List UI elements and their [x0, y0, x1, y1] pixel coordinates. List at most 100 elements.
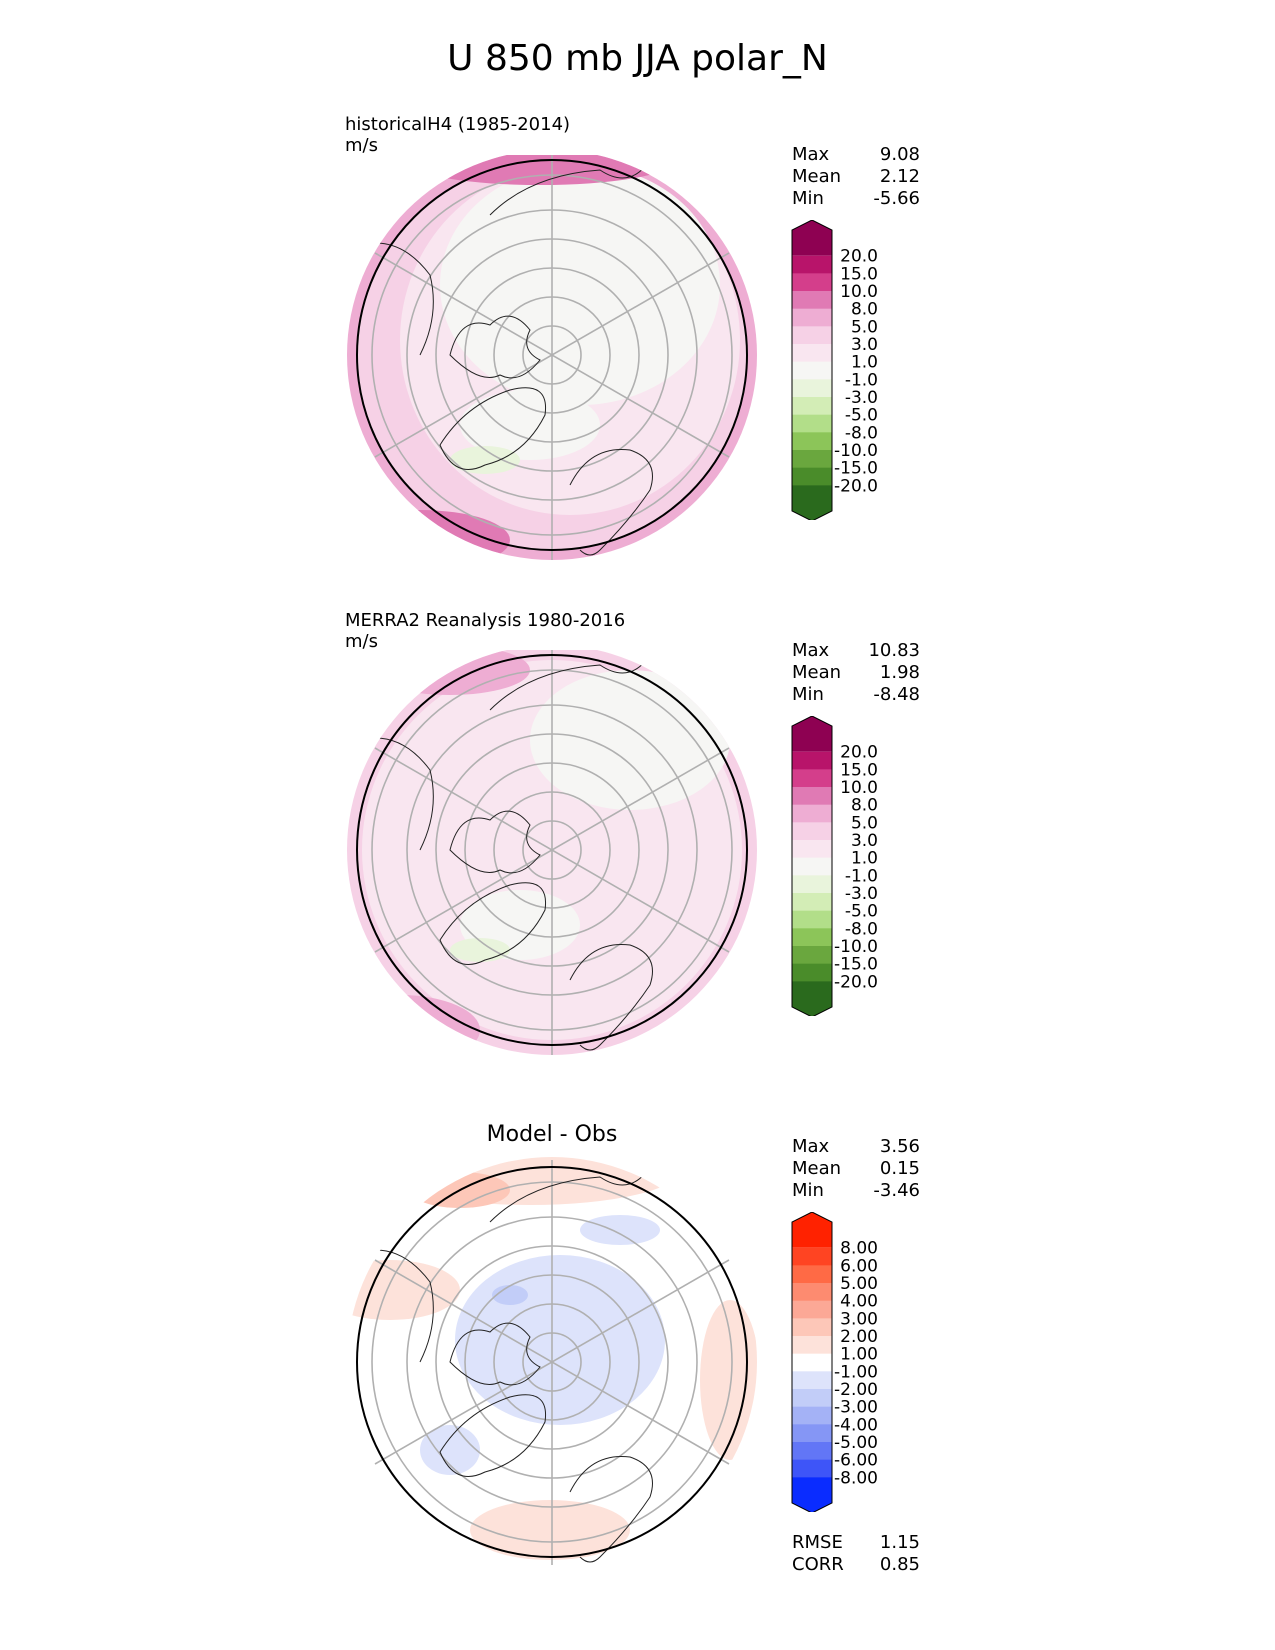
diff-polar-map [347, 1157, 757, 1567]
colorbar-bin [792, 857, 832, 876]
colorbar-tick-label: 5.00 [840, 1274, 878, 1294]
colorbar-tick-label: -15.0 [834, 955, 878, 975]
stat-mean-value: 0.15 [879, 1158, 920, 1179]
colorbar-outline [791, 716, 833, 1016]
diff-colorbar: 8.006.005.004.003.002.001.00-1.00-2.00-3… [791, 1212, 878, 1512]
stat-min-value: -8.48 [873, 684, 920, 705]
colorbar-tick-label: -5.0 [845, 406, 878, 426]
colorbar-tick-label: -15.0 [834, 459, 878, 479]
diff-panel-title: Model - Obs [486, 1122, 618, 1147]
colorbar-tick-label: 8.0 [851, 796, 878, 816]
model-colorbar: 20.015.010.08.05.03.01.0-1.0-3.0-5.0-8.0… [791, 220, 878, 520]
corr-value: 0.85 [879, 1554, 920, 1575]
obs-stats: Max 10.83 Mean 1.98 Min -8.48 [792, 640, 920, 706]
stat-mean-row: Mean 1.98 [792, 662, 920, 684]
colorbar-tick-label: 10.0 [840, 778, 878, 798]
colorbar-tick-label: 3.0 [851, 831, 878, 851]
stat-max-row: Max 3.56 [792, 1136, 920, 1158]
corr-row: CORR 0.85 [792, 1554, 920, 1576]
colorbar-tick-label: 4.00 [840, 1292, 878, 1312]
model-polar-map [347, 155, 757, 560]
colorbar-upper-extend [792, 220, 832, 256]
colorbar-bin [792, 326, 832, 345]
stat-min-label: Min [792, 188, 824, 209]
colorbar-bin [792, 379, 832, 398]
corr-label: CORR [792, 1554, 844, 1575]
stat-mean-value: 1.98 [879, 662, 920, 683]
model-panel-title: historicalH4 (1985-2014) m/s [345, 114, 570, 156]
obs-polar-map [347, 650, 757, 1055]
colorbar-bin [792, 1336, 832, 1355]
colorbar-bin [792, 1318, 832, 1337]
colorbar-tick-label: 8.0 [851, 300, 878, 320]
colorbar-tick-label: -3.00 [834, 1398, 878, 1418]
stat-min-label: Min [792, 1180, 824, 1201]
model-stats: Max 9.08 Mean 2.12 Min -5.66 [792, 144, 920, 210]
colorbar-bin [792, 1265, 832, 1284]
colorbar-tick-label: -8.00 [834, 1468, 878, 1488]
stat-max-label: Max [792, 640, 830, 661]
colorbar-tick-label: -1.00 [834, 1362, 878, 1382]
colorbar-bin [792, 1406, 832, 1425]
colorbar-bin [792, 928, 832, 947]
stat-mean-label: Mean [792, 166, 842, 187]
colorbar-bin [792, 769, 832, 788]
colorbar-tick-label: -1.0 [845, 370, 878, 390]
stat-min-row: Min -8.48 [792, 684, 920, 706]
colorbar-tick-label: 1.0 [851, 353, 878, 373]
obs-panel-units: m/s [345, 631, 378, 652]
colorbar-tick-label: -3.0 [845, 884, 878, 904]
obs-panel-title: MERRA2 Reanalysis 1980-2016 m/s [345, 610, 625, 652]
colorbar-bin [792, 1247, 832, 1266]
colorbar-bin [792, 361, 832, 380]
colorbar-bin [792, 308, 832, 327]
colorbar-bin [792, 273, 832, 292]
colorbar-bin [792, 787, 832, 806]
colorbar-tick-label: 5.0 [851, 317, 878, 337]
stat-min-row: Min -5.66 [792, 188, 920, 210]
colorbar-bin [792, 450, 832, 469]
colorbar-bin [792, 467, 832, 486]
colorbar-bin [792, 1459, 832, 1478]
stat-max-label: Max [792, 1136, 830, 1157]
rmse-value: 1.15 [879, 1532, 920, 1553]
colorbar-bin [792, 875, 832, 894]
stat-min-value: -5.66 [873, 188, 920, 209]
colorbar-tick-label: 3.0 [851, 335, 878, 355]
stat-max-value: 3.56 [879, 1136, 920, 1157]
colorbar-bin [792, 893, 832, 912]
colorbar-outline [791, 1212, 833, 1512]
colorbar-lower-extend [792, 1477, 832, 1512]
colorbar-bin [792, 804, 832, 823]
stat-min-row: Min -3.46 [792, 1180, 920, 1202]
stat-mean-label: Mean [792, 662, 842, 683]
colorbar-lower-extend [792, 981, 832, 1016]
colorbar-tick-label: 6.00 [840, 1256, 878, 1276]
model-panel-title-line1: historicalH4 (1985-2014) [345, 114, 571, 135]
stat-max-value: 9.08 [879, 144, 920, 165]
colorbar-bin [792, 1442, 832, 1461]
colorbar-tick-label: -1.0 [845, 866, 878, 886]
colorbar-bin [792, 291, 832, 310]
colorbar-tick-label: -3.0 [845, 388, 878, 408]
colorbar-bin [792, 1300, 832, 1319]
colorbar-tick-label: -4.00 [834, 1415, 878, 1435]
colorbar-tick-label: 20.0 [840, 247, 878, 267]
diff-metrics: RMSE 1.15 CORR 0.85 [792, 1532, 920, 1576]
colorbar-bin [792, 1283, 832, 1302]
colorbar-bin [792, 1353, 832, 1372]
colorbar-tick-label: -20.0 [834, 476, 878, 496]
colorbar-outline [791, 220, 833, 520]
colorbar-bin [792, 910, 832, 929]
model-panel-units: m/s [345, 135, 378, 156]
colorbar-tick-label: -20.0 [834, 972, 878, 992]
colorbar-bin [792, 822, 832, 841]
stat-min-label: Min [792, 684, 824, 705]
colorbar-tick-label: 5.0 [851, 813, 878, 833]
colorbar-tick-label: -5.0 [845, 902, 878, 922]
stat-max-label: Max [792, 144, 830, 165]
obs-panel-title-line1: MERRA2 Reanalysis 1980-2016 [345, 610, 626, 631]
colorbar-tick-label: -6.00 [834, 1451, 878, 1471]
colorbar-bin [792, 946, 832, 965]
stat-min-value: -3.46 [873, 1180, 920, 1201]
